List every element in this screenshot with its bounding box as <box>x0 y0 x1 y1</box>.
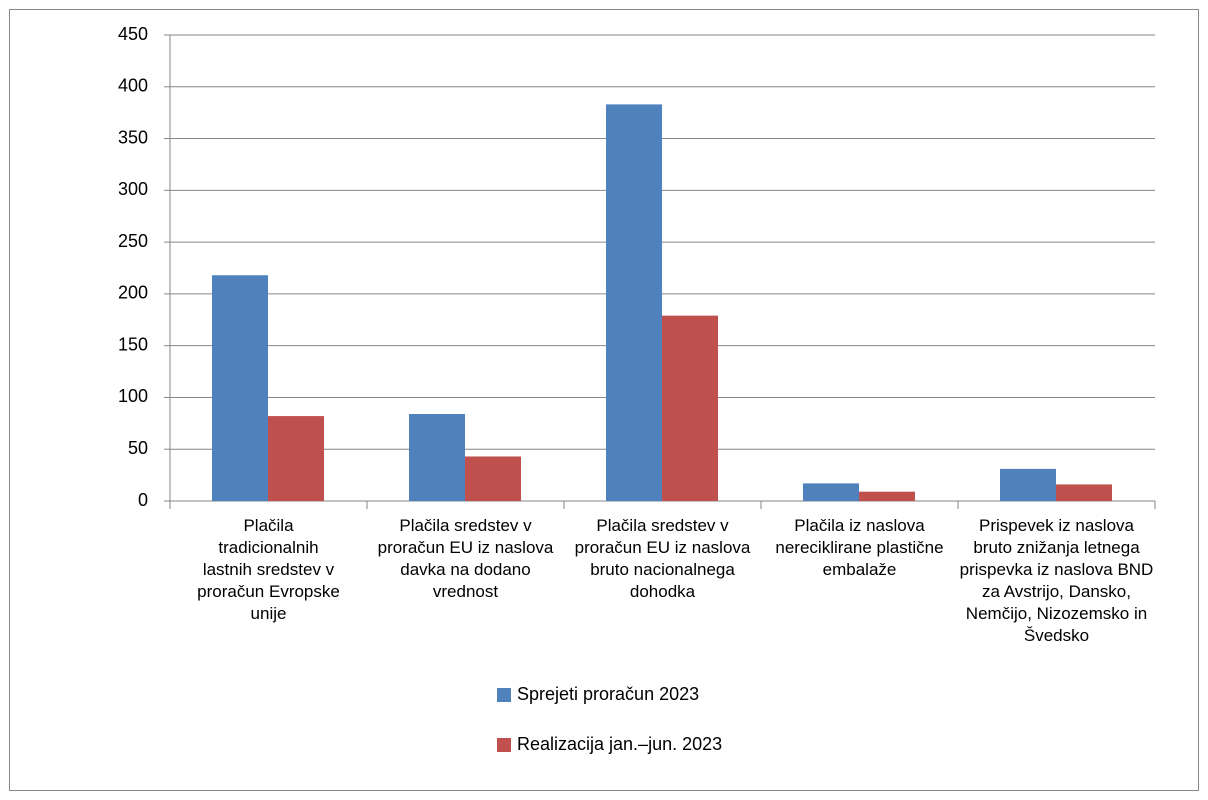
y-tick-label: 200 <box>118 283 148 303</box>
bar <box>662 315 718 501</box>
x-tick-label: Plačila tradicionalnih lastnih sredstev … <box>197 516 340 623</box>
chart-frame <box>9 9 1199 791</box>
y-tick-label: 0 <box>138 490 148 510</box>
legend-swatch <box>497 738 511 752</box>
legend-swatch <box>497 688 511 702</box>
bar <box>803 483 859 501</box>
bar <box>606 104 662 501</box>
bar <box>859 491 915 501</box>
y-tick-label: 300 <box>118 179 148 199</box>
x-tick-label: Prispevek iz naslova bruto znižanja letn… <box>959 516 1154 645</box>
y-tick-label: 450 <box>118 24 148 44</box>
y-tick-label: 250 <box>118 231 148 251</box>
y-tick-label: 50 <box>128 438 148 458</box>
legend-label: Sprejeti proračun 2023 <box>517 684 699 704</box>
x-tick-label: Plačila sredstev v proračun EU iz naslov… <box>377 516 554 601</box>
bar <box>212 275 268 501</box>
y-tick-label: 400 <box>118 76 148 96</box>
y-tick-label: 100 <box>118 386 148 406</box>
bar <box>409 414 465 501</box>
y-tick-label: 350 <box>118 127 148 147</box>
y-tick-label: 150 <box>118 334 148 354</box>
bar <box>465 456 521 501</box>
bar <box>268 416 324 501</box>
x-tick-label: Plačila sredstev v proračun EU iz naslov… <box>574 516 751 601</box>
bar <box>1000 468 1056 501</box>
x-tick-label: Plačila iz naslova nereciklirane plastič… <box>775 516 944 579</box>
legend-label: Realizacija jan.–jun. 2023 <box>517 734 722 754</box>
bar <box>1056 484 1112 501</box>
